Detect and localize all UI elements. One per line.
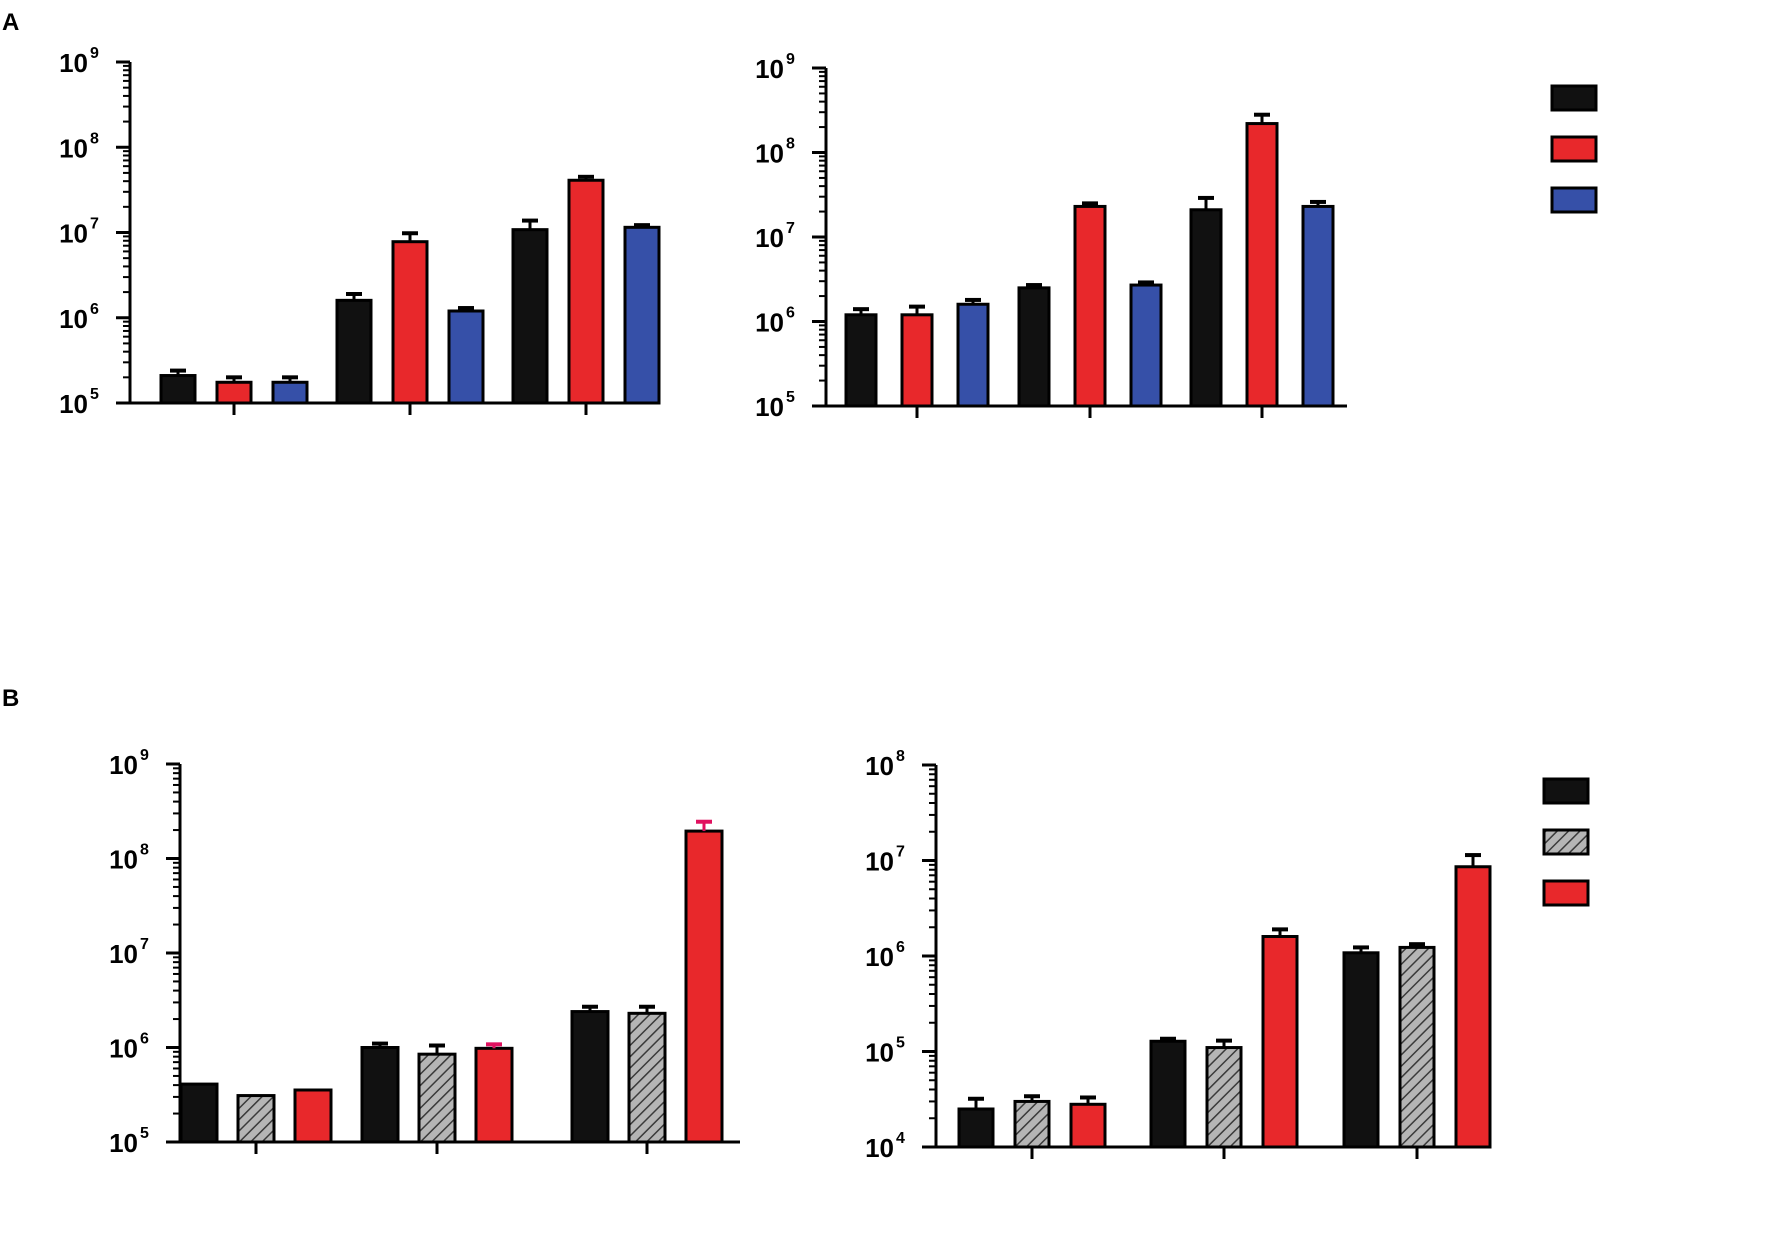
legend-b — [1542, 777, 1590, 907]
y-tick-label: 10 — [755, 54, 784, 84]
bar-sting-ko — [567, 178, 605, 405]
bar-dmso — [1205, 1046, 1243, 1149]
y-tick-exponent: 8 — [786, 136, 795, 153]
panel-label-b: B — [2, 685, 19, 712]
legend-swatch-h151 — [1542, 879, 1590, 907]
y-tick-exponent: 8 — [140, 842, 149, 859]
bar-wt — [335, 298, 373, 405]
y-tick-label: 10 — [59, 389, 88, 419]
bar-cgas-ko — [1301, 204, 1335, 408]
legend-swatch-sting-ko — [1550, 135, 1598, 163]
bar-cgas-ko — [956, 302, 990, 408]
bar-cgas-ko — [447, 309, 485, 405]
legend-swatch-cgas-ko — [1550, 186, 1598, 214]
y-tick-exponent: 7 — [896, 844, 905, 861]
bar-h151 — [684, 829, 724, 1144]
panel-label-a: A — [2, 9, 19, 36]
y-tick-exponent: 5 — [140, 1125, 149, 1142]
bar-dmso — [417, 1052, 457, 1144]
y-tick-exponent: 5 — [786, 389, 795, 406]
bar-h151 — [1069, 1102, 1107, 1149]
y-tick-exponent: 7 — [90, 216, 99, 233]
bar-h151 — [1454, 865, 1492, 1149]
y-tick-label: 10 — [59, 48, 88, 78]
bar-h151 — [293, 1088, 333, 1144]
bar-wt — [1189, 208, 1223, 408]
bar-cgas-ko — [271, 380, 309, 405]
bar-dmso — [236, 1094, 276, 1144]
bar-nt — [360, 1046, 400, 1144]
y-tick-label: 10 — [865, 1038, 894, 1068]
bar-sting-ko — [1245, 122, 1279, 408]
bar-nt — [1342, 951, 1380, 1149]
bar-sting-ko — [1073, 204, 1107, 408]
y-tick-exponent: 9 — [140, 747, 149, 764]
y-tick-exponent: 8 — [90, 130, 99, 147]
bar-dmso — [1398, 945, 1436, 1149]
bar-cgas-ko — [623, 225, 661, 405]
bar-h151 — [474, 1046, 514, 1144]
bar-sting-ko — [215, 380, 253, 405]
y-tick-label: 10 — [755, 223, 784, 253]
bar-nt — [1149, 1039, 1187, 1149]
y-tick-label: 10 — [59, 304, 88, 334]
y-tick-label: 10 — [865, 847, 894, 877]
y-tick-label: 10 — [109, 750, 138, 780]
bar-nt — [570, 1010, 610, 1144]
y-tick-exponent: 6 — [786, 305, 795, 322]
bar-dmso — [1013, 1099, 1051, 1149]
y-tick-label: 10 — [865, 1133, 894, 1163]
y-tick-label: 10 — [755, 139, 784, 169]
bar-nt — [957, 1107, 995, 1149]
legend-a — [1550, 84, 1598, 214]
bar-cgas-ko — [1129, 283, 1163, 408]
bar-dmso — [627, 1011, 667, 1144]
y-tick-label: 10 — [109, 1128, 138, 1158]
y-tick-exponent: 5 — [90, 386, 99, 403]
y-tick-exponent: 7 — [140, 936, 149, 953]
y-tick-label: 10 — [109, 845, 138, 875]
bar-wt — [1017, 286, 1051, 408]
legend-swatch-wt — [1550, 84, 1598, 112]
y-tick-label: 10 — [59, 219, 88, 249]
y-tick-exponent: 6 — [896, 939, 905, 956]
bar-h151 — [1261, 935, 1299, 1149]
y-tick-label: 10 — [109, 939, 138, 969]
y-tick-label: 10 — [59, 133, 88, 163]
bar-wt — [159, 374, 197, 405]
y-tick-exponent: 9 — [786, 51, 795, 68]
bar-wt — [844, 313, 878, 408]
y-tick-label: 10 — [755, 392, 784, 422]
y-tick-exponent: 6 — [140, 1031, 149, 1048]
legend-swatch-nt — [1542, 777, 1590, 805]
y-tick-label: 10 — [755, 308, 784, 338]
bar-wt — [511, 228, 549, 405]
bar-sting-ko — [391, 240, 429, 405]
y-tick-exponent: 7 — [786, 220, 795, 237]
y-tick-exponent: 8 — [896, 748, 905, 765]
y-tick-exponent: 6 — [90, 301, 99, 318]
y-tick-exponent: 4 — [896, 1130, 905, 1147]
bar-sting-ko — [900, 313, 934, 408]
y-tick-label: 10 — [865, 942, 894, 972]
y-tick-label: 10 — [865, 751, 894, 781]
y-tick-label: 10 — [109, 1034, 138, 1064]
bar-nt — [179, 1082, 219, 1144]
y-tick-exponent: 9 — [90, 45, 99, 62]
legend-swatch-dmso — [1542, 828, 1590, 856]
y-tick-exponent: 5 — [896, 1035, 905, 1052]
